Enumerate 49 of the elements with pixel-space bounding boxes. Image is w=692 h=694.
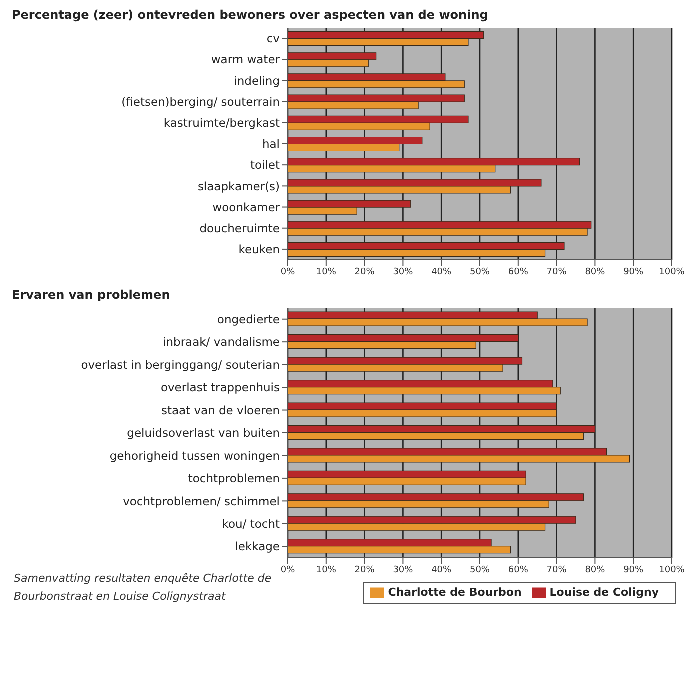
y-tick-label: vochtproblemen/ schimmel [123, 494, 280, 508]
x-tick-label: 10% [316, 267, 337, 278]
x-tick-label: 80% [585, 267, 606, 278]
x-tick-label: 90% [624, 267, 644, 278]
x-tick-label: 0% [280, 267, 296, 278]
x-tick-label: 100% [659, 565, 686, 576]
y-tick-label: gehorigheid tussen woningen [110, 448, 280, 463]
y-tick-label: woonkamer [212, 200, 280, 214]
y-tick-label: overlast in berginggang/ souterian [81, 358, 280, 372]
x-tick-label: 50% [470, 565, 490, 576]
x-tick-label: 70% [546, 565, 568, 576]
y-tick-label: keuken [238, 242, 280, 257]
text: Ervaren van problemen [12, 288, 172, 302]
x-tick-label: 50% [470, 267, 490, 278]
x-tick-label: 40% [432, 565, 452, 576]
x-tick-label: 90% [624, 565, 644, 576]
x-tick-label: 10% [316, 565, 337, 576]
x-tick-label: 40% [432, 267, 452, 278]
x-tick-label: 60% [508, 267, 529, 278]
x-tick-label: 0% [280, 565, 296, 576]
y-tick-label: inbraak/ vandalisme [163, 335, 280, 350]
y-tick-label: overlast trappenhuis [160, 380, 280, 395]
legend-label: Charlotte de Bourbon [388, 586, 522, 600]
x-tick-label: 100% [659, 267, 686, 278]
y-tick-label: staat van de vloeren [161, 403, 280, 418]
y-tick-label: cv [266, 32, 280, 46]
y-tick-label: toilet [250, 158, 280, 172]
x-tick-label: 20% [354, 267, 376, 278]
y-tick-label: slaapkamer(s) [198, 179, 280, 194]
y-tick-label: geluidsoverlast van buiten [127, 426, 280, 440]
text: Samenvatting resultaten enquête Charlotte de Bourbonstraat en Louise Colignystraat [14, 572, 272, 603]
x-tick-label: 30% [393, 565, 414, 576]
x-tick-label: 80% [585, 565, 606, 576]
y-tick-label: kastruimte/bergkast [164, 116, 280, 130]
y-tick-label: hal [262, 137, 280, 152]
y-tick-label: kou/ tocht [222, 516, 280, 531]
y-tick-label: tochtproblemen [188, 472, 280, 486]
x-tick-label: 20% [354, 565, 376, 576]
chart-title: Percentage (zeer) ontevreden bewoners over aspecten van de woning [12, 8, 490, 22]
y-tick-label: doucheruimte [200, 221, 280, 236]
y-tick-label: lekkage [235, 540, 280, 554]
x-tick-label: 70% [546, 267, 568, 278]
y-tick-label: indeling [234, 74, 280, 88]
legend-label: Louise de Coligny [550, 586, 659, 600]
x-tick-label: 30% [393, 267, 414, 278]
y-tick-label: (fietsen)berging/ souterrain [122, 94, 280, 109]
y-tick-label: ongedierte [217, 312, 280, 326]
y-tick-label: warm water [211, 52, 280, 67]
x-tick-label: 60% [508, 565, 529, 576]
